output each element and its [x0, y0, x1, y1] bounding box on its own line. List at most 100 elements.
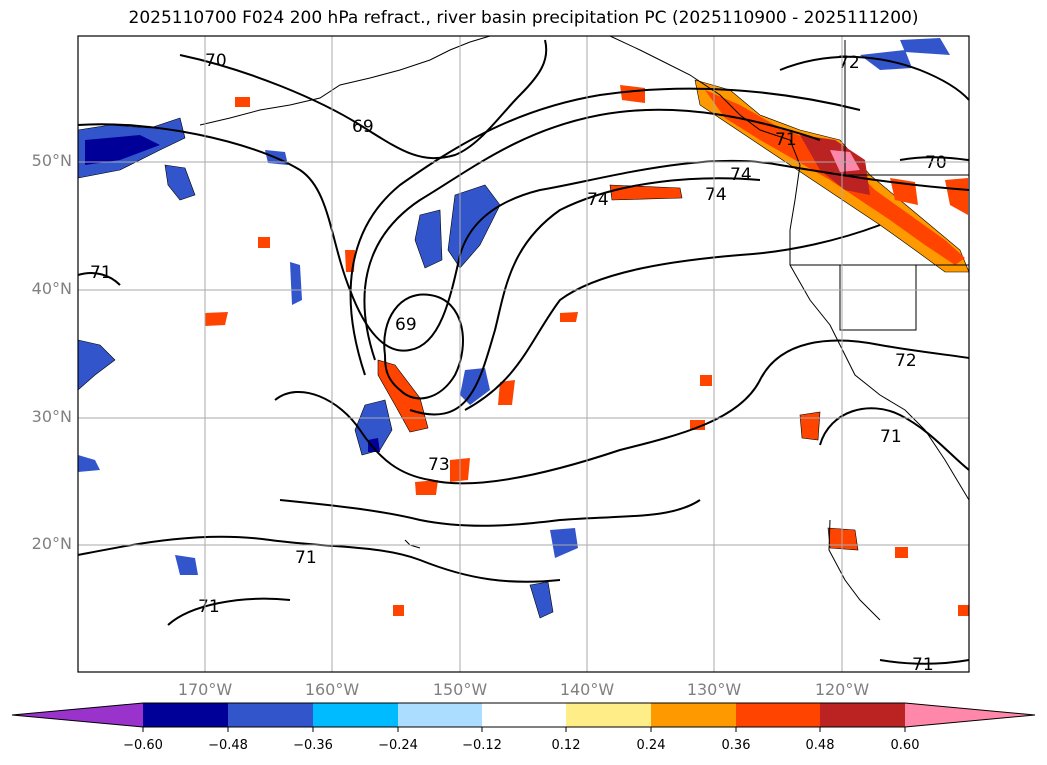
positive-anomaly-patch	[827, 527, 859, 551]
colorbar-segment	[482, 703, 566, 727]
contour-label: 73	[428, 455, 450, 475]
contour-label-group: 70 69 69 71 74 74 74 70 71 73 72 71 71 7…	[90, 51, 947, 675]
positive-anomaly-patch	[700, 375, 712, 386]
map-title: 2025110700 F024 200 hPa refract., river …	[128, 8, 919, 28]
contour-label: 74	[705, 185, 727, 205]
colorbar-tick-label: −0.12	[462, 738, 502, 753]
positive-anomaly-patch	[945, 178, 968, 215]
negative-anomaly-patch	[85, 135, 160, 165]
contour-line	[899, 156, 970, 161]
negative-anomaly-patch	[368, 438, 380, 452]
map-panel	[78, 36, 969, 672]
state-border	[839, 265, 917, 331]
contour-line	[77, 272, 121, 286]
longitude-label: 150°W	[432, 680, 488, 699]
positive-anomaly-patch	[560, 312, 578, 322]
colorbar-segment	[313, 703, 398, 727]
negative-anomaly-patch	[78, 455, 100, 472]
latitude-label: 20°N	[31, 534, 72, 553]
colorbar	[11, 702, 1036, 732]
positive-anomaly-patch	[799, 411, 821, 441]
latitude-label: 30°N	[31, 407, 72, 426]
longitude-label: 170°W	[177, 680, 233, 699]
colorbar-segment	[228, 703, 313, 727]
contour-label: 69	[395, 315, 417, 335]
aleutian-coastline	[199, 35, 491, 126]
contour-label: 71	[90, 263, 112, 283]
colorbar-tick-label: −0.48	[208, 738, 248, 753]
colorbar-tick-label: 0.36	[721, 738, 751, 753]
positive-anomaly-patch	[235, 97, 250, 107]
contour-line	[464, 224, 881, 411]
contour-line	[77, 535, 561, 583]
positive-anomaly-patch	[800, 135, 870, 195]
contour-line	[167, 597, 291, 626]
contour-line	[274, 339, 970, 485]
colorbar-tick-label: −0.36	[293, 738, 333, 753]
contour-label: 74	[587, 190, 609, 210]
refractivity-contours	[77, 39, 970, 665]
latitude-label: 50°N	[31, 151, 72, 170]
contour-line	[819, 407, 970, 471]
longitude-label: 160°W	[304, 680, 360, 699]
contour-label: 71	[880, 427, 902, 447]
contour-line	[779, 55, 970, 101]
negative-anomaly-patch	[354, 399, 393, 456]
positive-anomaly-patch	[620, 85, 645, 103]
positive-anomaly-patch	[498, 380, 515, 405]
colorbar-segment	[820, 703, 905, 727]
positive-anomaly-patch	[895, 547, 908, 558]
contour-line	[179, 39, 548, 160]
colorbar-ticks	[142, 727, 906, 732]
colorbar-tick-label: 0.48	[805, 738, 835, 753]
longitude-label: 130°W	[686, 680, 742, 699]
map-frame	[77, 35, 970, 673]
contour-label: 70	[205, 51, 227, 71]
positive-anomaly-patch	[690, 420, 705, 430]
contour-label: 72	[895, 351, 917, 371]
latitude-label: 40°N	[31, 279, 72, 298]
positive-anomaly-patch	[609, 184, 683, 201]
contour-label: 70	[925, 153, 947, 173]
colorbar-segment	[736, 703, 820, 727]
positive-anomaly-patch	[393, 605, 404, 616]
colorbar-tick-label: −0.60	[123, 738, 163, 753]
colorbar-segment	[905, 703, 1035, 727]
mexico-coastline	[828, 519, 881, 621]
longitude-label: 140°W	[559, 680, 615, 699]
contour-line	[77, 123, 970, 352]
negative-anomaly-patch	[900, 38, 950, 55]
positive-anomaly-patch	[205, 312, 228, 326]
negative-anomaly-patch	[164, 164, 196, 201]
contour-label: 71	[775, 130, 797, 150]
negative-anomaly-patch	[175, 555, 198, 575]
contour-label: 69	[352, 117, 374, 137]
colorbar-tick-label: −0.24	[378, 738, 418, 753]
negative-anomaly-patch	[529, 581, 554, 619]
colorbar-segment	[566, 703, 651, 727]
contour-line	[879, 659, 970, 665]
contour-label: 71	[198, 597, 220, 617]
colorbar-segment	[651, 703, 736, 727]
gridlines	[78, 36, 969, 672]
positive-anomaly-patch	[958, 605, 969, 616]
colorbar-segment	[143, 703, 228, 727]
contour-label: 74	[730, 165, 752, 185]
contour-line	[349, 87, 861, 376]
contour-label: 71	[912, 655, 934, 675]
colorbar-tick-label: 0.60	[890, 738, 920, 753]
colorbar-segment	[398, 703, 482, 727]
contour-line	[363, 108, 821, 361]
longitude-label: 120°W	[814, 680, 870, 699]
positive-anomaly-patch	[258, 237, 270, 248]
contour-label: 71	[295, 548, 317, 568]
negative-anomaly-patch	[550, 528, 578, 558]
colorbar-tick-label: 0.12	[551, 738, 581, 753]
colorbar-tick-label: 0.24	[636, 738, 666, 753]
north-america-coastline	[609, 35, 970, 501]
contour-label: 72	[838, 53, 860, 73]
negative-anomaly-patch	[414, 209, 443, 269]
contour-line	[279, 499, 701, 527]
negative-anomaly-patch	[290, 262, 302, 305]
